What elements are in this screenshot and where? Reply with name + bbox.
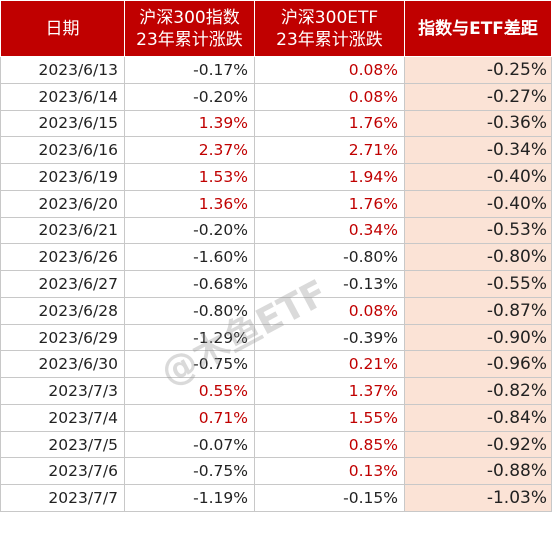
cell-diff: -0.55% [404,270,552,298]
comparison-table: 日期 沪深300指数 23年累计涨跌 沪深300ETF 23年累计涨跌 指数与E… [0,0,552,513]
header-etf-change: 沪深300ETF 23年累计涨跌 [254,0,405,57]
cell-etf-change: 1.76% [254,109,405,138]
table-row: 2023/6/30 -0.75% 0.21% -0.96% [0,350,552,379]
cell-date: 2023/6/15 [0,109,125,138]
cell-etf-change: -0.80% [254,243,405,272]
cell-date: 2023/6/27 [0,270,125,298]
cell-index-change: -0.20% [124,82,255,111]
table-row: 2023/7/7 -1.19% -0.15% -1.03% [0,484,552,513]
table-row: 2023/7/6 -0.75% 0.13% -0.88% [0,457,552,486]
cell-index-change: -0.68% [124,270,255,298]
table-row: 2023/7/4 0.71% 1.55% -0.84% [0,403,552,432]
cell-diff: -0.84% [404,403,552,432]
cell-date: 2023/6/16 [0,136,125,165]
header-date: 日期 [0,0,125,57]
table-row: 2023/6/15 1.39% 1.76% -0.36% [0,109,552,138]
table-row: 2023/6/20 1.36% 1.76% -0.40% [0,189,552,218]
cell-diff: -0.92% [404,430,552,459]
cell-diff: -0.53% [404,216,552,245]
cell-index-change: -0.07% [124,430,255,459]
cell-index-change: 0.55% [124,377,255,405]
cell-etf-change: -0.13% [254,270,405,298]
header-etf-line2: 23年累计涨跌 [276,29,383,50]
cell-index-change: -0.75% [124,350,255,379]
table-row: 2023/6/21 -0.20% 0.34% -0.53% [0,216,552,245]
cell-date: 2023/7/6 [0,457,125,486]
cell-date: 2023/6/14 [0,82,125,111]
table-row: 2023/6/28 -0.80% 0.08% -0.87% [0,296,552,325]
cell-index-change: 1.36% [124,189,255,218]
cell-diff: -0.25% [404,56,552,84]
header-index-change: 沪深300指数 23年累计涨跌 [124,0,255,57]
cell-diff: -0.82% [404,377,552,405]
cell-date: 2023/6/19 [0,163,125,191]
cell-index-change: -1.19% [124,484,255,513]
cell-etf-change: 1.76% [254,189,405,218]
cell-index-change: -0.20% [124,216,255,245]
cell-index-change: -1.29% [124,323,255,352]
cell-diff: -0.36% [404,109,552,138]
table-row: 2023/6/16 2.37% 2.71% -0.34% [0,136,552,165]
header-index-line2: 23年累计涨跌 [136,29,243,50]
table-row: 2023/6/19 1.53% 1.94% -0.40% [0,163,552,191]
header-diff: 指数与ETF差距 [404,0,552,57]
cell-etf-change: 0.21% [254,350,405,379]
cell-index-change: 2.37% [124,136,255,165]
cell-etf-change: 2.71% [254,136,405,165]
cell-index-change: -0.17% [124,56,255,84]
cell-diff: -0.90% [404,323,552,352]
cell-index-change: -0.80% [124,296,255,325]
table-header: 日期 沪深300指数 23年累计涨跌 沪深300ETF 23年累计涨跌 指数与E… [0,0,552,57]
cell-diff: -0.40% [404,163,552,191]
cell-date: 2023/7/7 [0,484,125,513]
cell-etf-change: 1.37% [254,377,405,405]
cell-etf-change: 1.94% [254,163,405,191]
header-row: 日期 沪深300指数 23年累计涨跌 沪深300ETF 23年累计涨跌 指数与E… [0,0,552,57]
cell-etf-change: 0.85% [254,430,405,459]
cell-date: 2023/6/28 [0,296,125,325]
cell-etf-change: 0.13% [254,457,405,486]
table-row: 2023/6/14 -0.20% 0.08% -0.27% [0,82,552,111]
table-row: 2023/6/26 -1.60% -0.80% -0.80% [0,243,552,272]
cell-diff: -0.96% [404,350,552,379]
cell-date: 2023/7/4 [0,403,125,432]
cell-index-change: 1.39% [124,109,255,138]
cell-diff: -0.27% [404,82,552,111]
cell-date: 2023/6/29 [0,323,125,352]
cell-etf-change: 0.34% [254,216,405,245]
cell-diff: -1.03% [404,484,552,513]
header-index-line1: 沪深300指数 [139,7,240,28]
cell-diff: -0.34% [404,136,552,165]
cell-date: 2023/6/26 [0,243,125,272]
cell-date: 2023/6/21 [0,216,125,245]
table-row: 2023/7/5 -0.07% 0.85% -0.92% [0,430,552,459]
cell-date: 2023/6/30 [0,350,125,379]
cell-etf-change: -0.39% [254,323,405,352]
table-body: 2023/6/13 -0.17% 0.08% -0.25% 2023/6/14 -0.20… [0,56,552,513]
cell-index-change: 1.53% [124,163,255,191]
cell-index-change: -1.60% [124,243,255,272]
table-row: 2023/6/13 -0.17% 0.08% -0.25% [0,56,552,84]
cell-diff: -0.87% [404,296,552,325]
cell-etf-change: 0.08% [254,56,405,84]
cell-date: 2023/7/5 [0,430,125,459]
cell-etf-change: 0.08% [254,296,405,325]
cell-index-change: 0.71% [124,403,255,432]
cell-date: 2023/6/20 [0,189,125,218]
cell-diff: -0.40% [404,189,552,218]
table-row: 2023/7/3 0.55% 1.37% -0.82% [0,377,552,405]
header-etf-line1: 沪深300ETF [280,7,379,28]
cell-index-change: -0.75% [124,457,255,486]
table-row: 2023/6/29 -1.29% -0.39% -0.90% [0,323,552,352]
cell-diff: -0.80% [404,243,552,272]
cell-diff: -0.88% [404,457,552,486]
cell-etf-change: 1.55% [254,403,405,432]
table-row: 2023/6/27 -0.68% -0.13% -0.55% [0,270,552,298]
cell-etf-change: 0.08% [254,82,405,111]
cell-date: 2023/6/13 [0,56,125,84]
cell-date: 2023/7/3 [0,377,125,405]
cell-etf-change: -0.15% [254,484,405,513]
